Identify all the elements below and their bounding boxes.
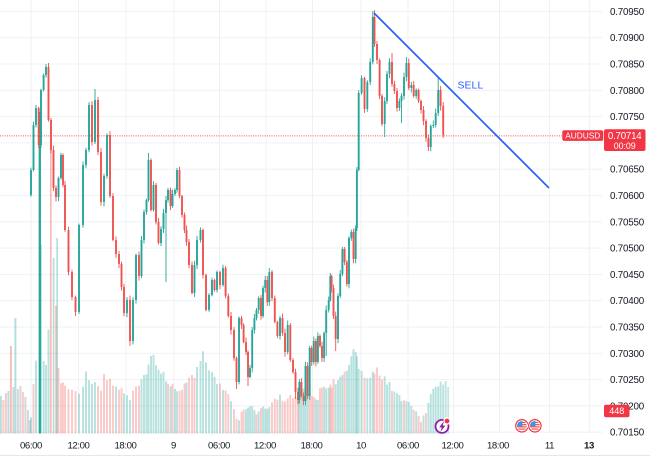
svg-text:0.70800: 0.70800 xyxy=(610,86,645,97)
svg-text:10: 10 xyxy=(356,441,366,452)
svg-text:0.70550: 0.70550 xyxy=(610,217,645,228)
svg-text:0.70650: 0.70650 xyxy=(610,165,645,176)
svg-text:0.70500: 0.70500 xyxy=(610,244,645,255)
svg-text:0.70950: 0.70950 xyxy=(610,7,645,18)
svg-text:0.70450: 0.70450 xyxy=(610,270,645,281)
svg-text:0.70714: 0.70714 xyxy=(608,131,642,142)
svg-text:0.70850: 0.70850 xyxy=(610,60,645,71)
svg-text:13: 13 xyxy=(584,441,594,452)
svg-text:18:00: 18:00 xyxy=(487,441,509,452)
svg-text:18:00: 18:00 xyxy=(300,441,322,452)
svg-text:448: 448 xyxy=(609,406,624,416)
svg-text:SELL: SELL xyxy=(458,81,484,92)
svg-text:0.70300: 0.70300 xyxy=(610,349,645,360)
svg-text:0.70400: 0.70400 xyxy=(610,296,645,307)
svg-text:06:00: 06:00 xyxy=(20,441,42,452)
svg-text:0.70350: 0.70350 xyxy=(610,323,645,334)
svg-text:AUDUSD: AUDUSD xyxy=(565,130,600,140)
svg-text:11: 11 xyxy=(545,441,554,452)
svg-text:06:00: 06:00 xyxy=(397,441,419,452)
svg-text:06:00: 06:00 xyxy=(208,441,230,452)
svg-text:0.70600: 0.70600 xyxy=(610,191,645,202)
svg-text:12:00: 12:00 xyxy=(67,441,89,452)
svg-text:9: 9 xyxy=(171,441,176,452)
svg-text:0.70900: 0.70900 xyxy=(610,33,645,44)
svg-text:0.70150: 0.70150 xyxy=(610,428,645,439)
svg-text:00:09: 00:09 xyxy=(614,141,636,151)
svg-text:0.70750: 0.70750 xyxy=(610,112,645,123)
svg-text:18:00: 18:00 xyxy=(114,441,136,452)
svg-text:12:00: 12:00 xyxy=(254,441,276,452)
svg-text:0.70250: 0.70250 xyxy=(610,375,645,386)
svg-text:12:00: 12:00 xyxy=(441,441,463,452)
